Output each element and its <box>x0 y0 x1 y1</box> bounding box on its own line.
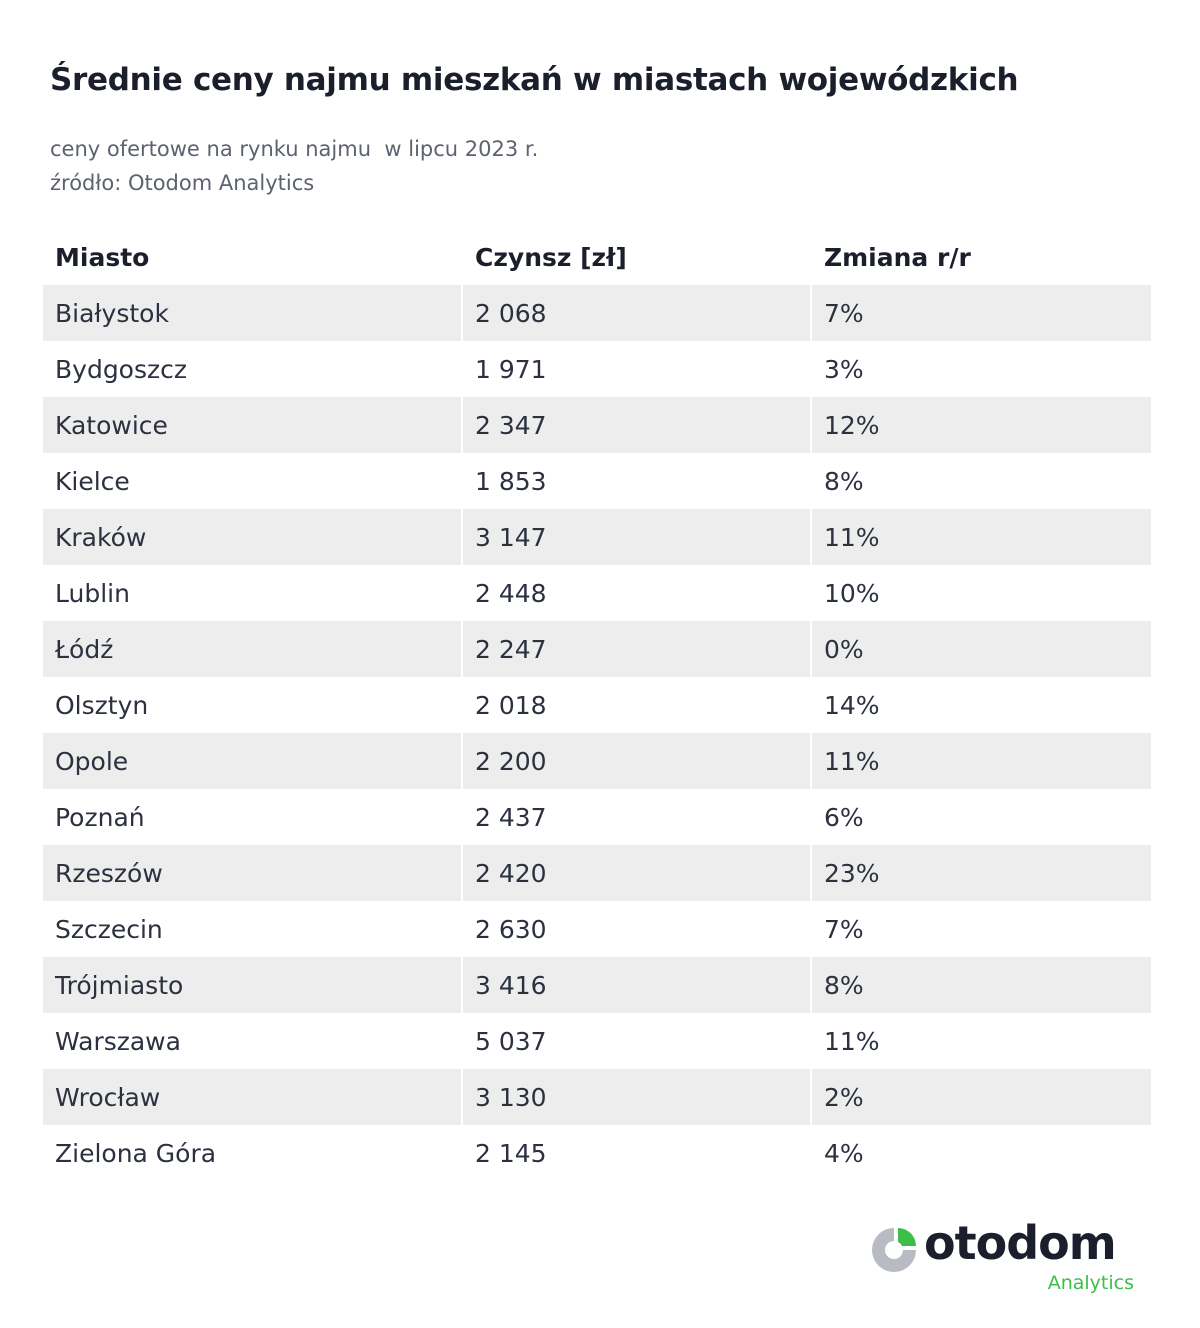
cell-rent: 2 448 <box>461 565 810 621</box>
column-header-city: Miasto <box>55 242 150 272</box>
cell-city: Kielce <box>55 466 130 496</box>
cell-rent: 1 853 <box>461 453 810 509</box>
cell-city: Katowice <box>43 397 461 453</box>
cell-city: Bydgoszcz <box>55 354 187 384</box>
table-row: Kraków 3 147 11% <box>43 509 1151 565</box>
table-header-row: Miasto Czynsz [zł] Zmiana r/r <box>43 229 1151 285</box>
cell-city: Poznań <box>55 802 145 832</box>
cell-rent: 2 247 <box>461 621 810 677</box>
cell-rent: 2 630 <box>461 901 810 957</box>
cell-change: 3% <box>810 341 1151 397</box>
column-header-rent: Czynsz [zł] <box>461 229 810 285</box>
cell-change: 0% <box>810 621 1151 677</box>
cell-city: Wrocław <box>43 1069 461 1125</box>
cell-rent: 2 420 <box>461 845 810 901</box>
cell-change: 14% <box>810 677 1151 733</box>
cell-change: 7% <box>810 285 1151 341</box>
source-line: źródło: Otodom Analytics <box>50 171 315 195</box>
cell-rent: 3 147 <box>461 509 810 565</box>
logo-wordmark: otodom <box>924 1216 1117 1270</box>
cell-city: Trójmiasto <box>43 957 461 1013</box>
cell-rent: 2 068 <box>461 285 810 341</box>
cell-rent: 2 200 <box>461 733 810 789</box>
table-body: Białystok 2 068 7% Bydgoszcz 1 971 3% Katowice… <box>43 285 1151 1181</box>
cell-rent: 3 130 <box>461 1069 810 1125</box>
subtitle-line: ceny ofertowe na rynku najmu w lipcu 202… <box>50 137 539 161</box>
column-header-change: Zmiana r/r <box>810 229 1151 285</box>
cell-city: Szczecin <box>55 914 163 944</box>
table-row: Poznań 2 437 6% <box>43 789 1151 845</box>
cell-city: Zielona Góra <box>55 1138 217 1168</box>
cell-change: 2% <box>810 1069 1151 1125</box>
table-row: Opole 2 200 11% <box>43 733 1151 789</box>
logo-subtitle: Analytics <box>1047 1272 1134 1294</box>
cell-rent: 3 416 <box>461 957 810 1013</box>
table-row: Trójmiasto 3 416 8% <box>43 957 1151 1013</box>
cell-city: Lublin <box>55 578 130 608</box>
cell-change: 11% <box>810 509 1151 565</box>
table-row: Katowice 2 347 12% <box>43 397 1151 453</box>
table-row: Wrocław 3 130 2% <box>43 1069 1151 1125</box>
table-row: Lublin 2 448 10% <box>43 565 1151 621</box>
cell-change: 11% <box>810 1013 1151 1069</box>
otodom-analytics-logo: otodom Analytics <box>872 1216 1134 1294</box>
table-row: Olsztyn 2 018 14% <box>43 677 1151 733</box>
cell-change: 6% <box>810 789 1151 845</box>
cell-city: Warszawa <box>55 1026 181 1056</box>
table-row: Rzeszów 2 420 23% <box>43 845 1151 901</box>
cell-change: 7% <box>810 901 1151 957</box>
cell-change: 12% <box>810 397 1151 453</box>
table-row: Warszawa 5 037 11% <box>43 1013 1151 1069</box>
table-row: Białystok 2 068 7% <box>43 285 1151 341</box>
table-row: Bydgoszcz 1 971 3% <box>43 341 1151 397</box>
rent-table: Miasto Czynsz [zł] Zmiana r/r Białystok 2… <box>43 229 1151 1181</box>
cell-rent: 1 971 <box>461 341 810 397</box>
table-row: Szczecin 2 630 7% <box>43 901 1151 957</box>
otodom-logo-icon <box>872 1228 916 1272</box>
cell-change: 23% <box>810 845 1151 901</box>
chart-subtitle: ceny ofertowe na rynku najmu w lipcu 202… <box>50 132 538 200</box>
cell-city: Białystok <box>43 285 461 341</box>
cell-rent: 2 145 <box>461 1125 810 1181</box>
cell-change: 4% <box>810 1125 1151 1181</box>
table-row: Zielona Góra 2 145 4% <box>43 1125 1151 1181</box>
cell-change: 11% <box>810 733 1151 789</box>
table-row: Kielce 1 853 8% <box>43 453 1151 509</box>
cell-city: Kraków <box>43 509 461 565</box>
cell-city: Łódź <box>43 621 461 677</box>
cell-city: Opole <box>43 733 461 789</box>
cell-rent: 2 437 <box>461 789 810 845</box>
cell-city: Rzeszów <box>43 845 461 901</box>
cell-rent: 2 018 <box>461 677 810 733</box>
cell-change: 8% <box>810 453 1151 509</box>
cell-rent: 5 037 <box>461 1013 810 1069</box>
table-row: Łódź 2 247 0% <box>43 621 1151 677</box>
cell-city: Olsztyn <box>55 690 149 720</box>
cell-rent: 2 347 <box>461 397 810 453</box>
chart-title: Średnie ceny najmu mieszkań w miastach w… <box>50 62 1019 98</box>
cell-change: 10% <box>810 565 1151 621</box>
cell-change: 8% <box>810 957 1151 1013</box>
